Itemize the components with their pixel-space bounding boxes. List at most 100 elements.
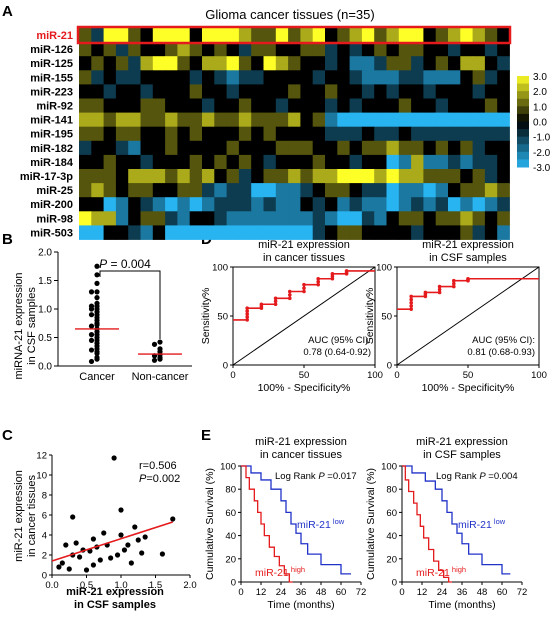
heatmap-cell <box>386 211 400 226</box>
heatmap-cell <box>288 197 301 212</box>
heatmap-cell <box>128 28 141 43</box>
heatmap-cell <box>374 56 387 71</box>
heatmap-cell <box>214 211 227 226</box>
heatmap-cell <box>214 126 227 142</box>
heatmap-cell <box>361 28 375 43</box>
heatmap-cell <box>312 183 326 198</box>
heatmap-cell <box>398 98 412 113</box>
heatmap-cell <box>91 56 104 71</box>
d1-roc-marker <box>316 282 321 287</box>
d1-roc-marker <box>273 302 278 307</box>
heatmap-cell <box>325 42 338 57</box>
d1-roc-marker <box>288 289 292 294</box>
heatmap-cell <box>103 211 117 226</box>
heatmap-cell <box>263 197 277 212</box>
heatmap-cell <box>115 42 129 57</box>
heatmap-cell <box>312 197 326 212</box>
heatmap-cell <box>152 42 166 57</box>
heatmap-cell <box>361 140 375 156</box>
e1-legend-low: miR-21 low <box>297 517 345 531</box>
heatmap-cell <box>275 183 289 198</box>
heatmap-cell <box>484 56 498 71</box>
heatmap-cell <box>411 98 424 113</box>
heatmap-cell <box>214 140 227 156</box>
heatmap-cell <box>460 140 473 156</box>
heatmap-cell <box>337 28 350 43</box>
heatmap-cell <box>472 28 486 43</box>
c-ytick-label: 12 <box>36 451 47 462</box>
b-point <box>94 322 100 328</box>
d1-roc-marker <box>344 269 349 273</box>
heatmap-cell <box>312 140 326 156</box>
heatmap-cell <box>128 112 141 128</box>
c-point <box>125 542 131 548</box>
heatmap-cell <box>435 211 449 226</box>
heatmap-cell <box>275 154 289 170</box>
heatmap-cell <box>484 154 498 170</box>
c-ytick-label: 4 <box>42 531 47 542</box>
heatmap-cell <box>386 225 400 240</box>
d1-ytick-label: 0 <box>223 361 228 372</box>
d1-roc-marker <box>273 299 278 304</box>
heatmap-cell <box>165 112 178 128</box>
c-xlabel-1: miR-21 expression <box>66 586 164 598</box>
heatmap-cell <box>435 140 449 156</box>
d2-roc-marker <box>437 287 442 292</box>
heatmap-cell <box>460 211 473 226</box>
heatmap-cell <box>448 140 461 156</box>
heatmap-cell <box>325 211 338 226</box>
heatmap-cell <box>152 197 166 212</box>
d2-auc-value: 0.81 (0.68-0.93) <box>467 347 535 358</box>
heatmap-cell <box>288 183 301 198</box>
heatmap-cell <box>337 126 350 142</box>
d2-roc-marker <box>466 276 470 281</box>
b-ylabel-1: miRNA-21 expression <box>13 273 25 380</box>
heatmap-cell <box>251 70 264 85</box>
heatmap-cell <box>386 183 400 198</box>
heatmap-cell <box>165 98 178 113</box>
heatmap-cell <box>411 112 424 128</box>
heatmap-cell <box>91 225 104 240</box>
heatmap-cell <box>202 70 215 85</box>
heatmap-cell <box>472 84 486 99</box>
heatmap-cell <box>300 42 314 57</box>
heatmap-cell <box>152 84 166 99</box>
e1-ytick-label: 0 <box>231 578 236 589</box>
heatmap-cell <box>177 169 191 184</box>
heatmap-cell <box>177 84 191 99</box>
d2-roc-marker <box>409 300 414 305</box>
c-point <box>111 455 117 461</box>
heatmap-cell <box>460 126 473 142</box>
c-xtick-label: 1.5 <box>149 580 162 591</box>
heatmap-cell <box>103 70 117 85</box>
heatmap-cell <box>140 126 154 142</box>
b-point <box>88 337 95 343</box>
heatmap-cell <box>238 112 252 128</box>
heatmap-cell <box>238 197 252 212</box>
heatmap-cell <box>152 183 166 198</box>
e2-xlabel: Time (months) <box>428 599 495 611</box>
heatmap-cell <box>177 183 191 198</box>
heatmap-cell <box>472 183 486 198</box>
heatmap-cell <box>423 211 437 226</box>
heatmap-cell <box>374 154 387 170</box>
heatmap-cell <box>226 70 240 85</box>
heatmap-cell <box>79 84 92 99</box>
heatmap-cell <box>349 183 363 198</box>
heatmap-cell <box>275 56 289 71</box>
heatmap-cell <box>361 112 375 128</box>
heatmap-cell <box>202 28 215 43</box>
colorbar-segment <box>517 113 529 122</box>
heatmap-cell <box>214 28 227 43</box>
b-point <box>88 347 95 353</box>
c-point <box>159 551 165 557</box>
heatmap-cell <box>448 70 461 85</box>
heatmap-cell <box>263 112 277 128</box>
heatmap-cell <box>423 42 437 57</box>
heatmap-cell <box>140 154 154 170</box>
heatmap-cell <box>435 28 449 43</box>
heatmap-cell <box>202 42 215 57</box>
heatmap-cell <box>472 70 486 85</box>
heatmap-cell <box>103 225 117 240</box>
d2-xtick-label: 100 <box>531 370 547 381</box>
